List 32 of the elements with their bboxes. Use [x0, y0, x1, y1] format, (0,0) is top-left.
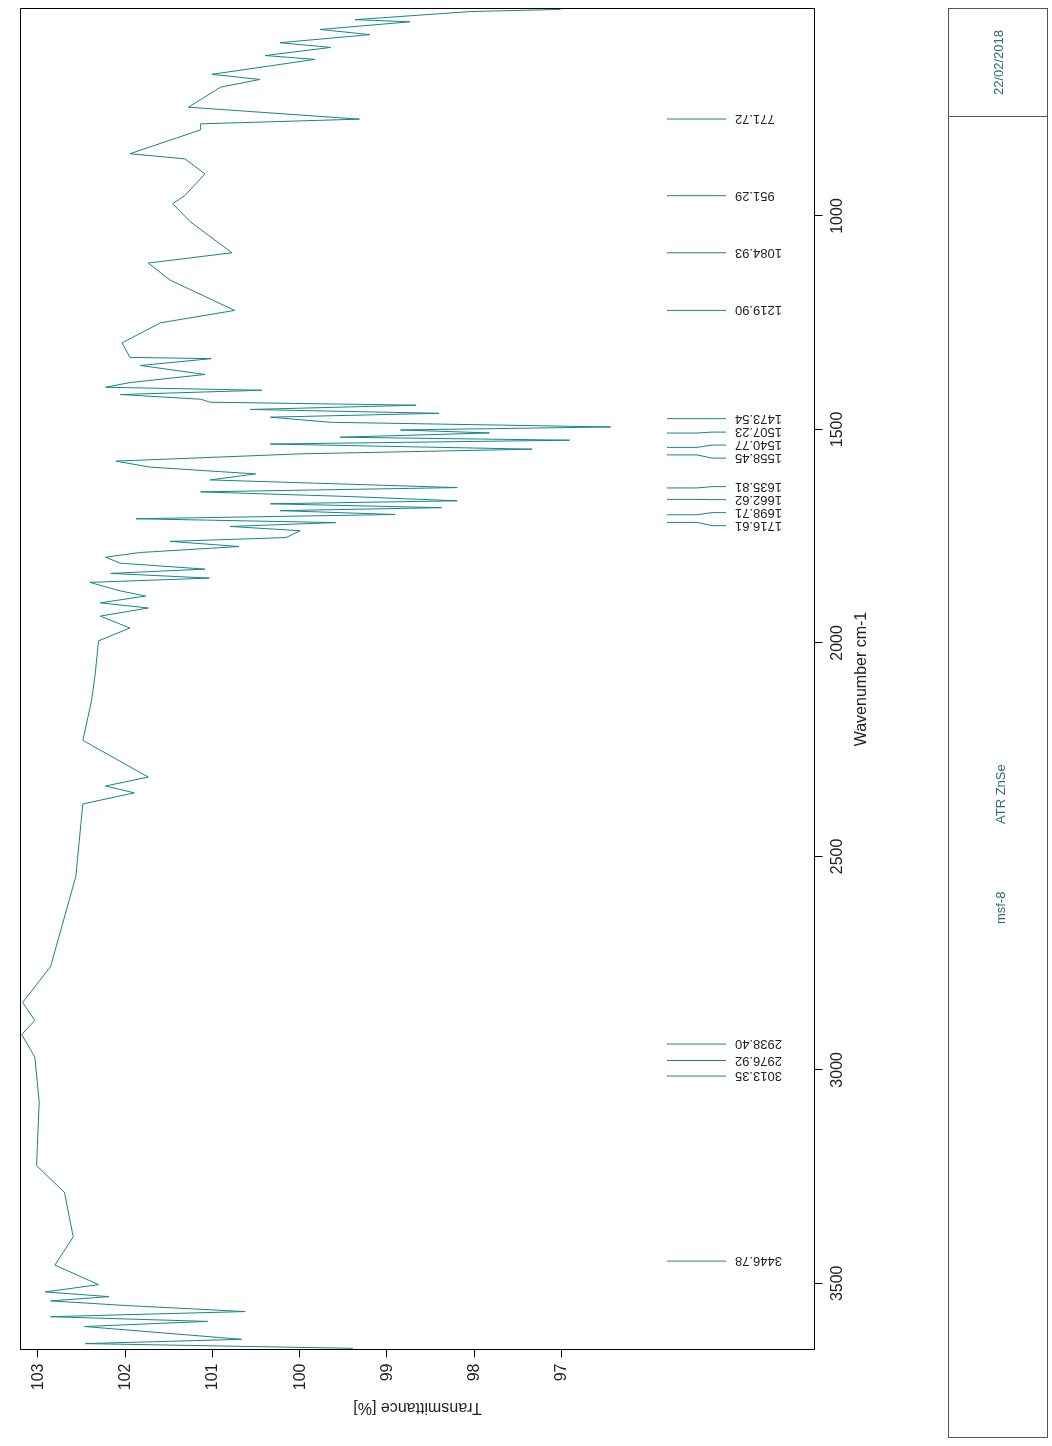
annotation: 771.72	[735, 112, 775, 128]
y-tick-label: 2500	[827, 838, 845, 875]
annotation: 3446.78	[735, 1254, 782, 1270]
x-tick-label: 100	[290, 1363, 308, 1391]
x-tick-label: 97	[552, 1363, 570, 1382]
annotation: 1473.54	[735, 411, 782, 427]
y-axis-title: Wavenumber cm-1	[851, 611, 869, 747]
x-axis-title: Transmittance [%]	[353, 1400, 482, 1418]
annotation: 2976.92	[735, 1053, 782, 1069]
annotation: 1219.90	[735, 303, 782, 319]
y-tick-label: 1000	[827, 198, 845, 234]
y-tick-label: 3000	[827, 1051, 845, 1088]
annotation: 3013.35	[735, 1069, 782, 1085]
y-tick-label: 2000	[827, 625, 845, 661]
annotation: 1507.23	[735, 425, 782, 441]
x-tick-label: 102	[116, 1363, 134, 1391]
annotation: 1558.45	[735, 451, 782, 467]
annotation: 1716.61	[735, 518, 782, 534]
annotation: 1540.77	[735, 438, 782, 454]
x-tick-label: 101	[203, 1363, 221, 1391]
annotation: 1635.81	[735, 479, 782, 495]
y-tick-label: 1500	[827, 411, 845, 448]
info-box: msf-8 ATR ZnSe 22/02/2018	[948, 8, 1048, 1438]
x-tick-label: 103	[28, 1363, 46, 1391]
x-tick-label: 99	[377, 1363, 395, 1382]
annotation: 951.29	[735, 188, 775, 204]
annotation: 1698.71	[735, 505, 782, 521]
x-tick-label: 98	[465, 1363, 483, 1382]
annotation: 1662.62	[735, 492, 782, 508]
annotation: 2938.40	[735, 1037, 782, 1053]
y-tick-label: 3500	[827, 1265, 845, 1302]
annotation: 1084.93	[735, 245, 782, 261]
